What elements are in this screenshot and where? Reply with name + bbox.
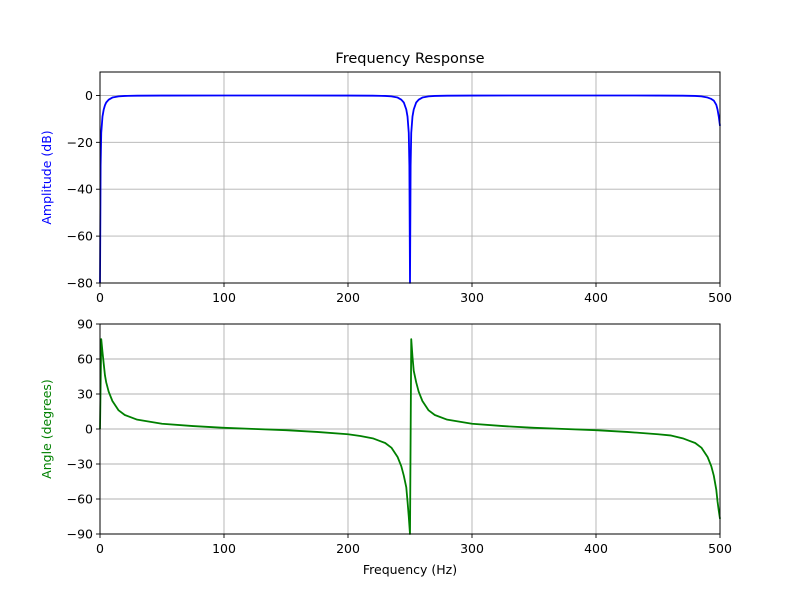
amplitude-y-axis-label: Amplitude (dB) [39,130,54,224]
amplitude-axes-frame [99,71,721,284]
amplitude-panel: Frequency Response 0 100 200 300 400 500 −80 −6… [39,51,732,305]
phase-x-tick-label: 500 [708,541,732,556]
phase-x-tick-label: 200 [336,541,360,556]
amplitude-y-tick-label: −60 [67,229,93,244]
amplitude-x-tick-label: 500 [708,290,732,305]
amplitude-y-tick-label: 0 [85,88,93,103]
amplitude-x-tick-label: 400 [584,290,608,305]
phase-panel: 0 100 200 300 400 500 −90 −60 −30 0 30 60 90 Angle (… [39,317,732,578]
phase-y-tick-label: −90 [67,527,93,542]
phase-y-tick-label: −60 [67,492,93,507]
amplitude-x-tick-label: 0 [96,290,104,305]
amplitude-x-tick-label: 300 [460,290,484,305]
phase-ticks: 0 100 200 300 400 500 −90 −60 −30 0 30 60 90 [67,317,732,557]
x-axis-label: Frequency (Hz) [363,562,457,577]
phase-y-tick-label: 30 [77,387,93,402]
phase-x-tick-label: 400 [584,541,608,556]
phase-y-tick-label: −30 [67,457,93,472]
phase-x-tick-label: 0 [96,541,104,556]
phase-x-tick-label: 100 [212,541,236,556]
amplitude-y-tick-label: −80 [67,276,93,291]
amplitude-x-tick-label: 200 [336,290,360,305]
phase-y-tick-label: 0 [85,422,93,437]
phase-y-tick-label: 60 [77,352,93,367]
amplitude-y-tick-label: −20 [67,135,93,150]
phase-y-axis-label: Angle (degrees) [39,379,54,479]
chart-title: Frequency Response [335,51,484,67]
amplitude-y-tick-label: −40 [67,182,93,197]
phase-y-tick-label: 90 [77,317,93,332]
amplitude-ticks: 0 100 200 300 400 500 −80 −60 −40 −20 0 [67,88,732,305]
phase-x-tick-label: 300 [460,541,484,556]
amplitude-line [99,94,721,284]
amplitude-x-tick-label: 100 [212,290,236,305]
